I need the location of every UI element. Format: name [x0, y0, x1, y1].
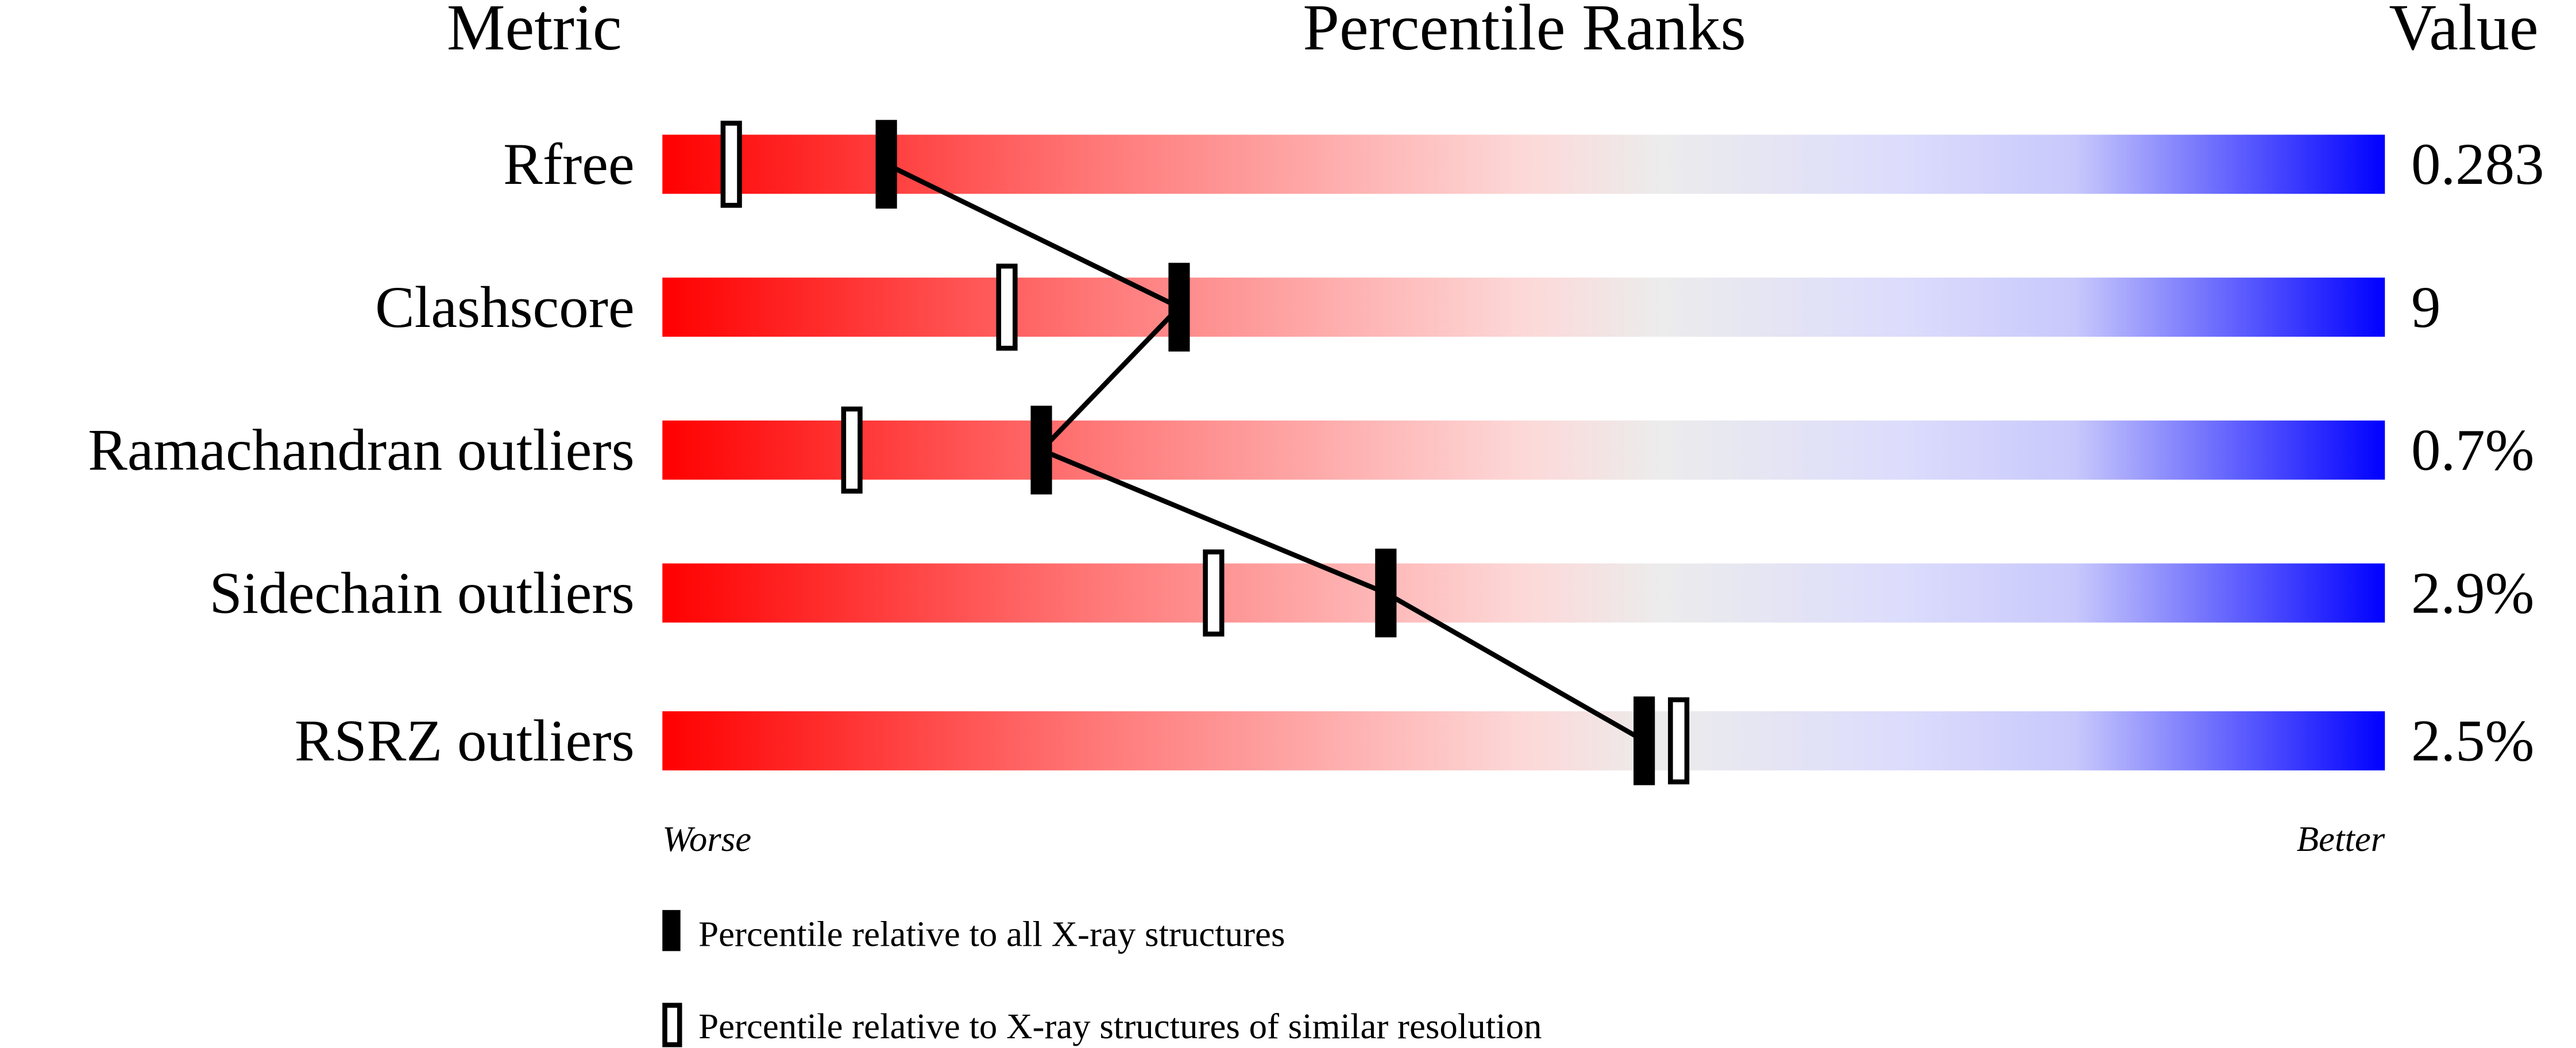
axis-label-better: Better [2297, 819, 2385, 859]
marker-all-structures [1633, 696, 1655, 785]
marker-similar-resolution [1203, 549, 1225, 637]
marker-similar-resolution [1668, 697, 1690, 785]
marker-similar-resolution [996, 263, 1018, 351]
marker-similar-resolution [720, 121, 742, 208]
marker-all-structures [1168, 263, 1190, 352]
percentile-bar [662, 134, 2385, 194]
legend-filled-marker [662, 910, 681, 951]
legend-similar-resolution: Percentile relative to X-ray structures … [698, 1006, 1542, 1046]
metric-label: RSRZ outliers [295, 708, 635, 774]
legend-all-structures: Percentile relative to all X-ray structu… [698, 914, 1285, 954]
percentile-bar [662, 711, 2385, 770]
header-value: Value [2389, 0, 2538, 64]
percentile-bar [662, 563, 2385, 623]
metric-value: 9 [2411, 275, 2440, 340]
marker-similar-resolution [841, 406, 863, 494]
metric-label: Rfree [503, 132, 635, 197]
metric-value: 2.9% [2411, 560, 2534, 626]
metric-label: Ramachandran outliers [88, 418, 635, 483]
marker-all-structures [1375, 548, 1397, 638]
header-metric: Metric [447, 0, 622, 64]
percentile-bar [662, 278, 2385, 337]
marker-all-structures [1030, 406, 1052, 495]
marker-all-structures [875, 120, 897, 209]
metric-value: 2.5% [2411, 708, 2534, 774]
header-percentile-ranks: Percentile Ranks [1303, 0, 1746, 64]
metric-label: Sidechain outliers [209, 560, 634, 626]
legend-open-marker [662, 1003, 682, 1047]
percentile-bar [662, 420, 2385, 480]
metric-value: 0.7% [2411, 418, 2534, 483]
metric-label: Clashscore [375, 275, 635, 340]
axis-label-worse: Worse [662, 819, 751, 859]
metric-value: 0.283 [2411, 132, 2544, 197]
